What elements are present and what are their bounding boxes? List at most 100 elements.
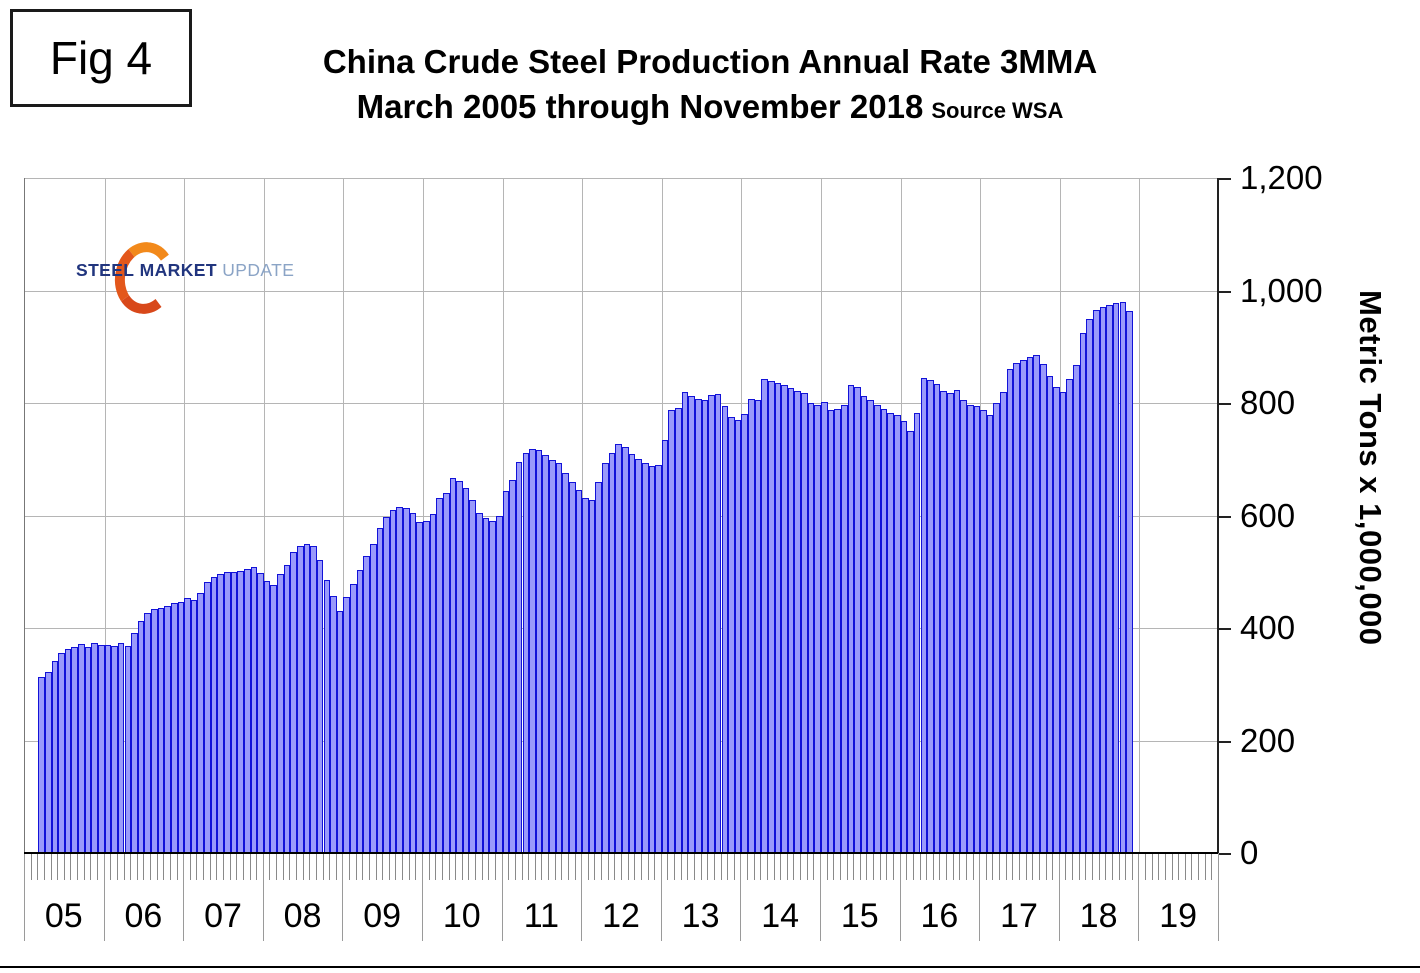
month-tick <box>136 853 138 880</box>
bar <box>1000 391 1007 853</box>
bar <box>449 478 457 853</box>
month-tick <box>1178 853 1180 880</box>
month-tick <box>700 853 702 880</box>
bar <box>966 404 974 853</box>
bar <box>907 431 914 853</box>
bar <box>628 453 636 853</box>
month-tick <box>1198 853 1200 880</box>
bar <box>403 507 410 853</box>
month-tick <box>1158 853 1160 880</box>
month-tick <box>1025 853 1027 880</box>
bar <box>681 391 689 853</box>
bar <box>71 646 79 853</box>
bar <box>58 653 65 853</box>
x-year-label: 09 <box>363 897 402 935</box>
month-tick <box>1032 853 1034 880</box>
bar <box>787 388 795 853</box>
bar <box>708 395 715 853</box>
month-tick <box>176 853 178 880</box>
bar <box>84 647 92 853</box>
month-tick <box>408 853 410 880</box>
year-separator <box>422 853 423 941</box>
month-tick <box>209 853 211 880</box>
v-gridline <box>263 178 265 853</box>
chart-subtitle: March 2005 through November 2018 Source W… <box>190 85 1230 130</box>
bar <box>515 462 523 853</box>
bar <box>595 481 603 853</box>
bar <box>622 446 629 853</box>
month-tick <box>43 853 45 880</box>
figure-label: Fig 4 <box>49 32 153 84</box>
month-tick <box>780 853 782 880</box>
month-tick <box>256 853 258 880</box>
month-tick <box>839 853 841 880</box>
bar <box>469 499 477 853</box>
source-label: Source WSA <box>931 97 1064 123</box>
bar <box>675 407 682 853</box>
bar <box>462 487 470 853</box>
bar <box>323 579 331 853</box>
x-year-label: 15 <box>840 897 879 935</box>
bar <box>224 572 231 853</box>
y-tick-mark <box>1219 403 1231 405</box>
month-tick <box>919 853 921 880</box>
month-tick <box>892 853 894 880</box>
bar <box>568 481 576 853</box>
month-tick <box>143 853 145 880</box>
month-tick <box>541 853 543 880</box>
bar <box>575 490 583 853</box>
month-tick <box>57 853 59 880</box>
bar <box>648 466 656 853</box>
month-tick <box>1072 853 1074 880</box>
month-tick <box>614 853 616 880</box>
year-separator <box>1218 853 1219 941</box>
bar <box>117 643 125 853</box>
month-tick <box>1052 853 1054 880</box>
bar <box>78 644 85 853</box>
bar <box>416 522 423 853</box>
y-tick-label: 800 <box>1240 384 1296 421</box>
y-tick-mark <box>1219 178 1231 180</box>
month-tick <box>999 853 1001 880</box>
bar <box>840 404 848 853</box>
bar <box>283 565 291 853</box>
bar <box>734 419 742 853</box>
bar <box>781 385 788 853</box>
month-tick <box>415 853 417 880</box>
year-separator <box>1138 853 1140 941</box>
bar <box>151 609 158 853</box>
bar <box>1126 311 1133 853</box>
bar <box>588 499 596 853</box>
month-tick <box>63 853 65 880</box>
month-tick <box>189 853 191 880</box>
bar <box>429 513 437 853</box>
month-tick <box>640 853 642 880</box>
month-tick <box>886 853 888 880</box>
chart-title: China Crude Steel Production Annual Rate… <box>322 43 1098 80</box>
month-tick <box>289 853 291 880</box>
month-tick <box>654 853 656 880</box>
month-tick <box>1164 853 1166 880</box>
month-tick <box>375 853 377 880</box>
bar <box>522 452 530 853</box>
month-tick <box>468 853 470 880</box>
bar <box>847 385 855 853</box>
y-tick-label: 600 <box>1240 496 1296 534</box>
month-tick <box>693 853 695 880</box>
month-tick <box>680 853 682 880</box>
year-separator <box>183 853 185 941</box>
month-tick <box>647 853 649 880</box>
month-tick <box>965 853 967 880</box>
x-year-label: 13 <box>681 897 720 935</box>
bar <box>277 574 284 853</box>
bar <box>184 598 191 853</box>
month-tick <box>335 853 337 880</box>
bar <box>860 396 868 853</box>
bar <box>827 409 835 853</box>
bar <box>993 403 1001 853</box>
bar <box>1006 369 1014 853</box>
bar <box>880 408 888 853</box>
month-tick <box>514 853 516 880</box>
month-tick <box>939 853 941 880</box>
bar <box>436 498 443 853</box>
